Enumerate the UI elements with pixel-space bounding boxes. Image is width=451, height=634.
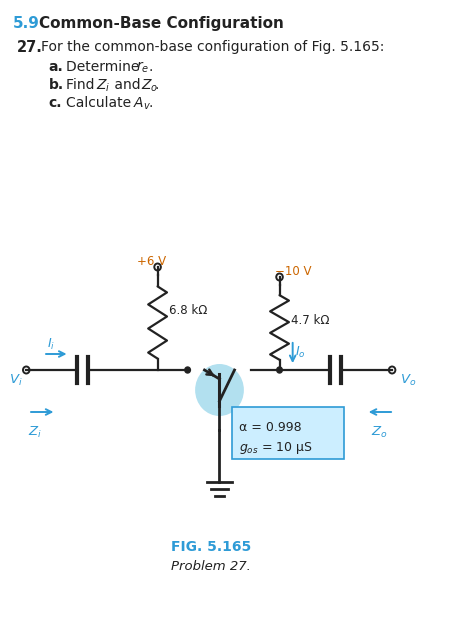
- Text: $V_i$: $V_i$: [9, 373, 23, 388]
- Text: $I_o$: $I_o$: [295, 345, 306, 360]
- Text: 27.: 27.: [17, 40, 43, 55]
- Text: 5.9: 5.9: [13, 16, 40, 31]
- Text: Problem 27.: Problem 27.: [171, 560, 251, 573]
- Text: 6.8 kΩ: 6.8 kΩ: [169, 304, 207, 316]
- Text: −10 V: −10 V: [275, 265, 311, 278]
- Text: $Z_i$: $Z_i$: [96, 78, 110, 94]
- Text: .: .: [155, 78, 159, 92]
- Circle shape: [277, 367, 282, 373]
- Text: b.: b.: [49, 78, 64, 92]
- FancyBboxPatch shape: [232, 407, 344, 459]
- Text: $Z_i$: $Z_i$: [28, 425, 42, 440]
- Text: $Z_o$: $Z_o$: [372, 425, 388, 440]
- Circle shape: [185, 367, 190, 373]
- Circle shape: [195, 364, 244, 416]
- Text: FIG. 5.165: FIG. 5.165: [171, 540, 251, 554]
- Text: +6 V: +6 V: [137, 255, 166, 268]
- Text: and: and: [110, 78, 145, 92]
- Text: .: .: [148, 60, 152, 74]
- Text: $r_e$: $r_e$: [136, 60, 149, 75]
- Text: Determine: Determine: [66, 60, 143, 74]
- Text: $V_o$: $V_o$: [400, 373, 416, 388]
- Text: a.: a.: [49, 60, 64, 74]
- Text: α = 0.998: α = 0.998: [239, 421, 302, 434]
- Text: 4.7 kΩ: 4.7 kΩ: [291, 313, 329, 327]
- Text: $g_{os}$ = 10 μS: $g_{os}$ = 10 μS: [239, 440, 313, 456]
- Text: $I_i$: $I_i$: [47, 337, 55, 352]
- Text: .: .: [148, 96, 152, 110]
- Text: For the common-base configuration of Fig. 5.165:: For the common-base configuration of Fig…: [41, 40, 385, 54]
- Text: $Z_o$: $Z_o$: [141, 78, 158, 94]
- Text: Find: Find: [66, 78, 98, 92]
- Text: c.: c.: [49, 96, 62, 110]
- Text: Calculate: Calculate: [66, 96, 135, 110]
- Text: Common-Base Configuration: Common-Base Configuration: [39, 16, 284, 31]
- Text: $A_v$: $A_v$: [133, 96, 152, 112]
